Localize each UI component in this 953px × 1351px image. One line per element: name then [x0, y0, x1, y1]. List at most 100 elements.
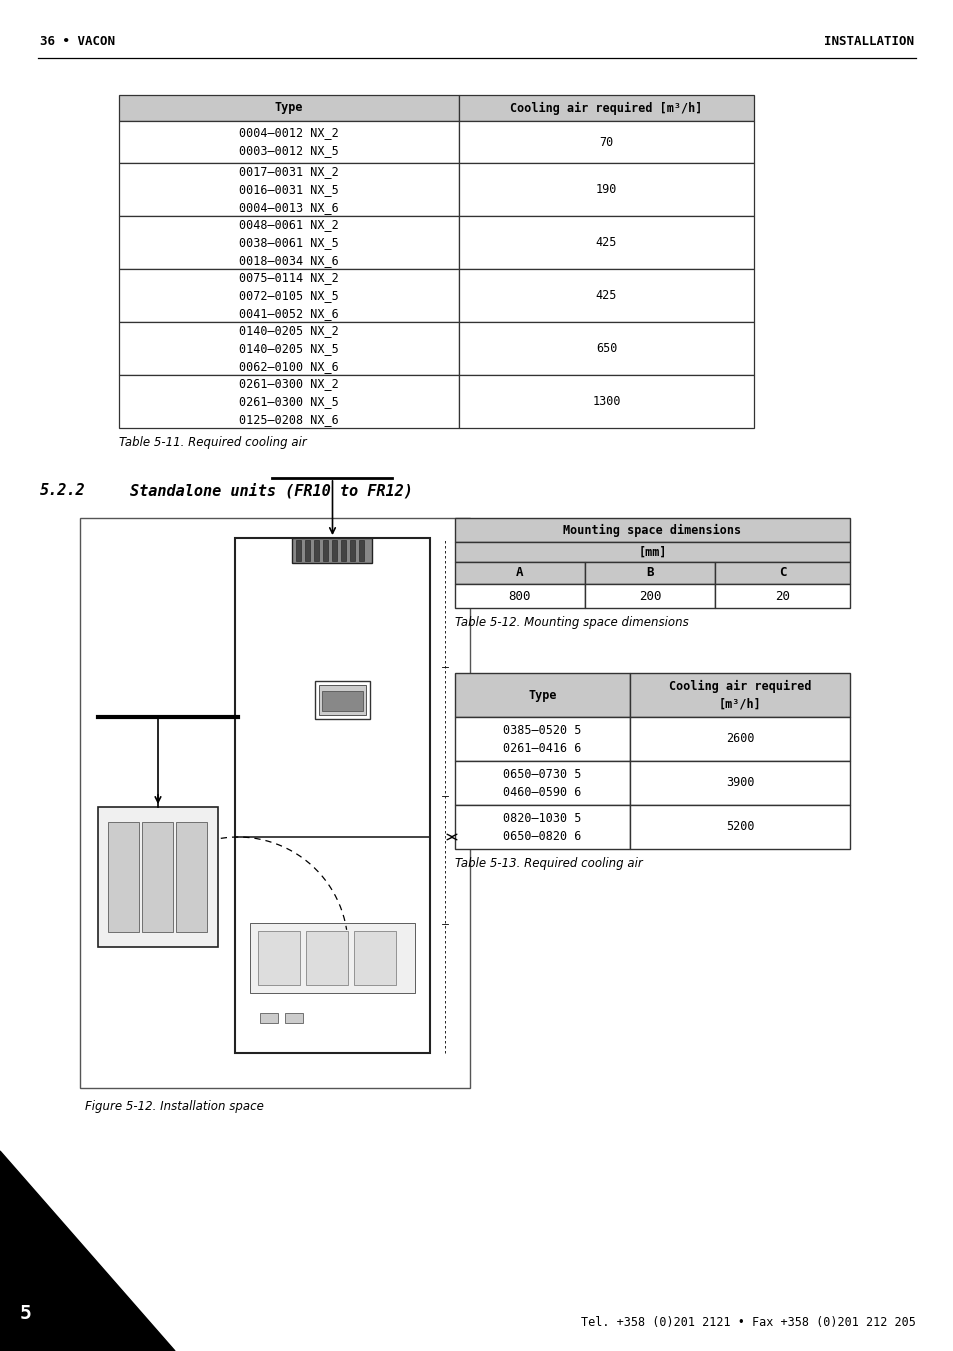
Bar	[98, 807, 218, 947]
Bar	[260, 1013, 277, 1023]
Circle shape	[101, 938, 107, 944]
Text: [mm]: [mm]	[638, 546, 666, 558]
Text: 1300: 1300	[592, 394, 620, 408]
Bar	[119, 122, 458, 163]
Bar	[629, 717, 849, 761]
Bar	[112, 817, 248, 967]
Circle shape	[213, 897, 216, 901]
Text: Table 5-12. Mounting space dimensions: Table 5-12. Mounting space dimensions	[455, 616, 688, 630]
Bar	[306, 931, 348, 985]
Circle shape	[209, 938, 214, 944]
Text: 20: 20	[774, 589, 789, 603]
Bar	[142, 821, 172, 932]
Bar	[455, 673, 629, 717]
Bar	[333, 540, 337, 561]
Bar	[119, 322, 458, 376]
Bar	[455, 761, 629, 805]
Bar	[305, 540, 310, 561]
Bar	[714, 562, 849, 584]
Bar	[455, 542, 849, 562]
Bar	[257, 931, 299, 985]
Text: 800: 800	[508, 589, 531, 603]
Text: Type: Type	[528, 689, 557, 701]
Text: 0004—0012 NX_2
0003—0012 NX_5: 0004—0012 NX_2 0003—0012 NX_5	[239, 127, 338, 158]
Circle shape	[154, 938, 161, 944]
Bar	[455, 517, 849, 542]
Text: C: C	[778, 566, 785, 580]
Circle shape	[209, 811, 214, 816]
Text: 3900: 3900	[725, 777, 754, 789]
Text: INSTALLATION: INSTALLATION	[823, 35, 913, 49]
Text: 0385—0520 5
0261—0416 6: 0385—0520 5 0261—0416 6	[503, 724, 581, 754]
Text: 0048—0061 NX_2
0038—0061 NX_5
0018—0034 NX_6: 0048—0061 NX_2 0038—0061 NX_5 0018—0034 …	[239, 218, 338, 267]
Bar	[629, 761, 849, 805]
Bar	[350, 540, 355, 561]
Text: 0261—0300 NX_2
0261—0300 NX_5
0125—0208 NX_6: 0261—0300 NX_2 0261—0300 NX_5 0125—0208 …	[239, 377, 338, 426]
Bar	[234, 538, 430, 1052]
Text: 650: 650	[596, 342, 617, 355]
Bar	[80, 517, 470, 1088]
Bar	[119, 163, 458, 216]
Bar	[458, 163, 753, 216]
Bar	[341, 540, 346, 561]
Polygon shape	[0, 1151, 174, 1351]
Bar	[322, 690, 363, 711]
Text: 5200: 5200	[725, 820, 754, 834]
Text: 0820—1030 5
0650—0820 6: 0820—1030 5 0650—0820 6	[503, 812, 581, 843]
Text: 5: 5	[20, 1304, 31, 1323]
Bar	[314, 540, 319, 561]
Bar	[108, 821, 139, 932]
Circle shape	[99, 842, 103, 844]
Bar	[354, 931, 395, 985]
Text: 2600: 2600	[725, 732, 754, 746]
Bar	[455, 717, 629, 761]
Bar	[296, 540, 301, 561]
Bar	[250, 923, 415, 993]
Bar	[359, 540, 364, 561]
Bar	[318, 685, 366, 715]
Text: A: A	[516, 566, 523, 580]
Circle shape	[260, 988, 280, 1008]
Bar	[285, 1013, 303, 1023]
Text: Table 5-11. Required cooling air: Table 5-11. Required cooling air	[119, 436, 307, 449]
Text: Tel. +358 (0)201 2121 • Fax +358 (0)201 212 205: Tel. +358 (0)201 2121 • Fax +358 (0)201 …	[580, 1316, 915, 1329]
Text: Cooling air required [m³/h]: Cooling air required [m³/h]	[510, 101, 702, 115]
Circle shape	[213, 925, 216, 929]
Bar	[629, 805, 849, 848]
Text: 425: 425	[596, 289, 617, 303]
Circle shape	[99, 897, 103, 901]
Bar	[714, 584, 849, 608]
Text: 190: 190	[596, 182, 617, 196]
Circle shape	[154, 811, 161, 816]
Bar	[119, 269, 458, 322]
Text: Standalone units (FR10 to FR12): Standalone units (FR10 to FR12)	[130, 484, 413, 499]
Circle shape	[213, 869, 216, 873]
Bar	[119, 376, 458, 428]
Bar	[458, 95, 753, 122]
Text: 200: 200	[639, 589, 660, 603]
Text: 0650—0730 5
0460—0590 6: 0650—0730 5 0460—0590 6	[503, 767, 581, 798]
Text: Figure 5-12. Installation space: Figure 5-12. Installation space	[85, 1100, 264, 1113]
Text: B: B	[645, 566, 653, 580]
Text: Mounting space dimensions: Mounting space dimensions	[563, 523, 740, 536]
Text: 0075—0114 NX_2
0072—0105 NX_5
0041—0052 NX_6: 0075—0114 NX_2 0072—0105 NX_5 0041—0052 …	[239, 272, 338, 320]
Text: 36 • VACON: 36 • VACON	[40, 35, 115, 49]
Bar	[458, 269, 753, 322]
Text: Cooling air required
[m³/h]: Cooling air required [m³/h]	[668, 680, 810, 711]
Bar	[455, 562, 584, 584]
Bar	[458, 216, 753, 269]
Circle shape	[99, 925, 103, 929]
Text: 70: 70	[598, 135, 613, 149]
Bar	[314, 681, 370, 719]
Text: 0017—0031 NX_2
0016—0031 NX_5
0004—0013 NX_6: 0017—0031 NX_2 0016—0031 NX_5 0004—0013 …	[239, 165, 338, 213]
Bar	[584, 584, 714, 608]
Bar	[119, 216, 458, 269]
Bar	[119, 95, 458, 122]
Text: Table 5-13. Required cooling air: Table 5-13. Required cooling air	[455, 857, 642, 870]
Bar	[323, 540, 328, 561]
Text: Type: Type	[274, 101, 303, 115]
Bar	[584, 562, 714, 584]
Circle shape	[101, 811, 107, 816]
Bar	[458, 322, 753, 376]
Bar	[455, 805, 629, 848]
